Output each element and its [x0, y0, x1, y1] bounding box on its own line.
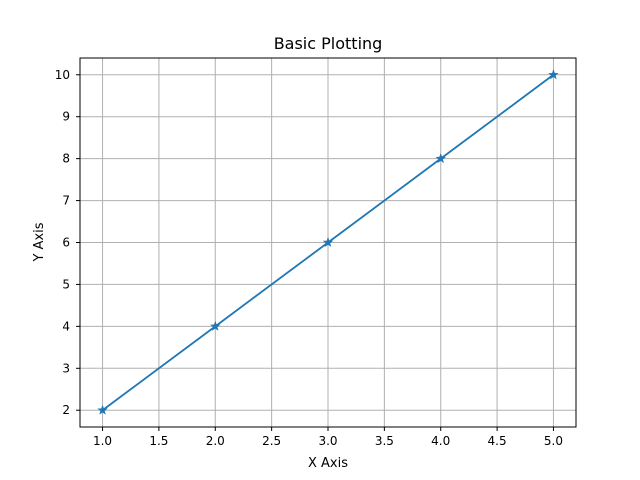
y-tick-label: 7: [62, 194, 70, 208]
x-tick-label: 1.0: [93, 434, 112, 448]
y-tick-label: 9: [62, 110, 70, 124]
x-tick-label: 2.0: [206, 434, 225, 448]
y-tick-label: 2: [62, 403, 70, 417]
x-tick-label: 3.0: [318, 434, 337, 448]
data-point-marker: [548, 69, 559, 80]
y-tick-label: 5: [62, 277, 70, 291]
plot-frame: [79, 57, 577, 428]
ticks: 1.0 1.5 2.0 2.5 3.0 3.5 4.0 4.5 5.0 2 3 4 5 6 7 8 9 10: [55, 68, 563, 448]
x-tick-label: 4.5: [488, 434, 507, 448]
data-point-marker: [435, 153, 446, 164]
x-tick-label: 4.0: [431, 434, 450, 448]
x-tick-label: 5.0: [544, 434, 563, 448]
y-tick-label: 8: [62, 152, 70, 166]
x-tick-label: 1.5: [149, 434, 168, 448]
data-point-marker: [322, 237, 334, 247]
y-tick-label: 10: [55, 68, 70, 82]
data-point-marker: [210, 320, 221, 331]
y-tick-label: 6: [62, 236, 70, 250]
chart-title: Basic Plotting: [274, 34, 383, 53]
series: [97, 69, 559, 415]
y-tick-label: 3: [62, 361, 70, 375]
data-point-marker: [97, 404, 108, 415]
y-tick-label: 4: [62, 319, 70, 333]
y-axis-label: Y Axis: [32, 222, 47, 262]
x-tick-label: 2.5: [262, 434, 281, 448]
x-axis-label: X Axis: [308, 456, 348, 471]
x-tick-label: 3.5: [375, 434, 394, 448]
